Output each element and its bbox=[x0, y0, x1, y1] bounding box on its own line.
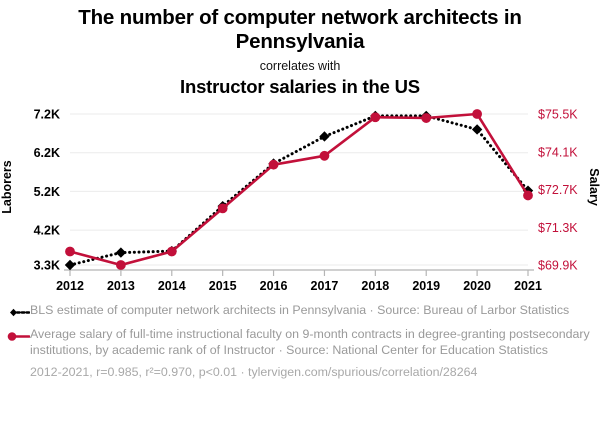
data-point bbox=[471, 123, 483, 135]
data-point bbox=[166, 246, 177, 256]
page-title: The number of computer network architect… bbox=[78, 6, 522, 53]
y-axis-right-tick: $72.7K bbox=[538, 183, 578, 197]
legend-label-series-a: BLS estimate of computer network archite… bbox=[30, 303, 570, 317]
y-axis-left-tick: 3.3K bbox=[34, 258, 60, 272]
chart-header: The number of computer network architect… bbox=[0, 0, 600, 98]
diamond-dotted-icon bbox=[10, 308, 30, 317]
x-axis-tick: 2017 bbox=[311, 279, 339, 293]
data-point bbox=[421, 112, 432, 123]
data-point bbox=[115, 246, 127, 258]
x-axis-tick: 2013 bbox=[107, 279, 135, 293]
legend-label-series-b: Average salary of full-time instructiona… bbox=[30, 327, 590, 357]
y-axis-left-tick: 6.2K bbox=[34, 146, 60, 160]
y-axis-right-tick: $71.3K bbox=[538, 220, 578, 234]
chart-area: Laborers Salary 7.2K 6.2K 5.2K 4.2K 3.3K $75.… bbox=[0, 102, 600, 302]
data-point bbox=[268, 159, 279, 170]
y-axis-left-tick: 4.2K bbox=[34, 223, 60, 237]
x-axis-tick: 2021 bbox=[514, 279, 542, 293]
data-point bbox=[319, 150, 330, 161]
legend-item-series-a: BLS estimate of computer network archite… bbox=[4, 303, 592, 320]
y-axis-left-tick: 5.2K bbox=[34, 184, 60, 198]
data-point bbox=[65, 246, 75, 256]
x-axis-tick: 2019 bbox=[412, 279, 440, 293]
data-point bbox=[64, 259, 76, 270]
data-point bbox=[319, 130, 330, 142]
x-axis-tick: 2016 bbox=[260, 279, 288, 293]
correlation-stats: 2012-2021, r=0.985, r²=0.970, p<0.01 · t… bbox=[30, 365, 478, 380]
x-axis-tick: 2015 bbox=[209, 279, 237, 293]
data-point bbox=[472, 108, 483, 119]
data-point bbox=[217, 203, 228, 213]
y-axis-right-tick: $69.9K bbox=[538, 258, 578, 272]
series-line bbox=[68, 112, 530, 266]
y-axis-left-tick: 7.2K bbox=[34, 107, 60, 121]
y-axis-right-tick: $75.5K bbox=[538, 107, 578, 121]
title-connector: correlates with bbox=[259, 58, 341, 73]
legend-item-series-b: Average salary of full-time instructiona… bbox=[4, 327, 592, 358]
circle-solid-icon bbox=[7, 332, 30, 341]
chart-footer: BLS estimate of computer network archite… bbox=[0, 303, 600, 379]
data-point bbox=[115, 259, 126, 270]
data-point bbox=[370, 111, 381, 122]
x-axis-tick: 2014 bbox=[158, 279, 186, 293]
page-subtitle: Instructor salaries in the US bbox=[180, 75, 420, 97]
x-axis-tick: 2020 bbox=[463, 279, 491, 293]
x-axis-tick: 2018 bbox=[361, 279, 389, 293]
x-axis-tick: 2012 bbox=[56, 279, 84, 293]
data-point bbox=[523, 190, 533, 200]
y-axis-right-tick: $74.1K bbox=[538, 145, 578, 159]
series-line bbox=[68, 113, 530, 267]
correlation-plot: 7.2K 6.2K 5.2K 4.2K 3.3K $75.5K $74.1K $72.7K $7… bbox=[34, 107, 579, 293]
